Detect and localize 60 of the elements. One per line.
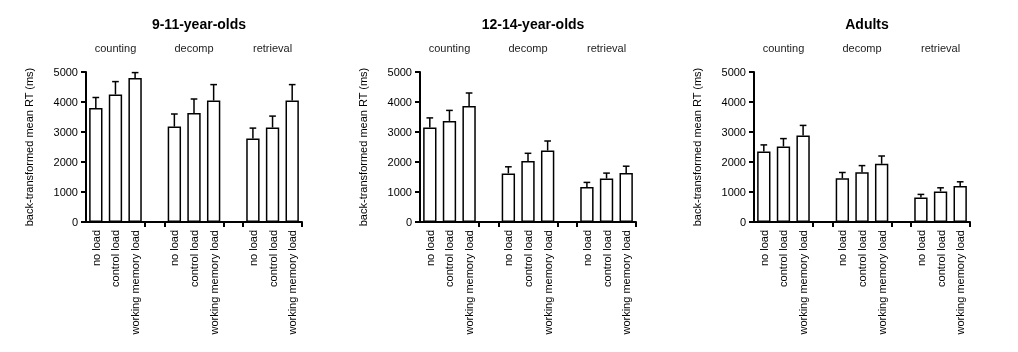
x-tick-label: working memory load [797,230,810,336]
x-tick-label: no load [914,230,927,267]
x-tick-label: control load [266,230,279,287]
y-tick-label: 3000 [387,126,412,138]
x-tick-label: working memory load [463,230,476,336]
y-axis-title: back-transformed mean RT (ms) [690,67,703,227]
x-tick-label: no load [502,230,515,267]
chart-title: 9-11-year-olds [151,16,247,32]
y-tick-label: 2000 [53,156,78,168]
y-axis-title: back-transformed mean RT (ms) [22,67,35,227]
text: retrieval [920,42,961,54]
x-tick-label: no load [246,230,259,267]
x-tick-label: control load [443,230,456,287]
text: decomp [508,42,548,54]
y-tick-label: 4000 [387,96,412,108]
y-tick-label: 3000 [53,126,78,138]
chart-title: Adults [845,16,889,32]
x-tick-label: no load [836,230,849,267]
x-tick-label: no load [168,230,181,267]
y-tick-label: 5000 [387,66,412,78]
y-axis-title: back-transformed mean RT (ms) [356,67,369,227]
y-tick-label: 4000 [721,96,746,108]
x-tick-label: no load [580,230,593,267]
x-tick-label: control load [600,230,613,287]
text: counting [428,42,471,54]
x-tick-label: control load [522,230,534,287]
x-tick-label: control load [109,230,122,287]
y-tick-label: 0 [405,216,412,228]
text: decomp [842,42,882,54]
x-tick-label: no load [757,230,770,267]
text: counting [762,42,805,54]
x-tick-label: working memory load [541,230,554,336]
y-tick-label: 3000 [721,126,746,138]
x-tick-label: working memory load [954,230,967,336]
x-tick-label: no load [423,230,436,267]
y-tick-label: 1000 [387,186,412,198]
y-tick-label: 0 [71,216,78,228]
y-tick-label: 0 [739,216,746,228]
x-tick-label: control load [934,230,947,287]
y-tick-label: 5000 [721,66,746,78]
x-tick-label: control load [856,230,868,287]
x-tick-label: no load [89,230,102,267]
text: decomp [174,42,214,54]
chart-title: 12-14-year-olds [481,16,585,32]
y-tick-label: 1000 [721,186,746,198]
y-tick-label: 2000 [721,156,746,168]
text: retrieval [252,42,293,54]
x-tick-label: working memory load [207,230,220,336]
x-tick-label: working memory load [875,230,888,336]
x-tick-label: working memory load [129,230,142,336]
x-tick-label: working memory load [620,230,633,336]
y-tick-label: 5000 [53,66,78,78]
x-tick-label: control load [188,230,200,287]
x-tick-label: working memory load [286,230,299,336]
text: retrieval [586,42,627,54]
text: counting [94,42,137,54]
y-tick-label: 2000 [387,156,412,168]
y-tick-label: 1000 [53,186,78,198]
y-tick-label: 4000 [53,96,78,108]
x-tick-label: control load [777,230,790,287]
